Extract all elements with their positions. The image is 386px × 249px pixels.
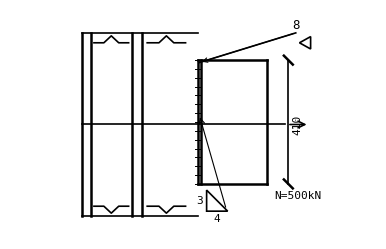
Text: 4: 4 bbox=[214, 214, 220, 224]
Text: N=500kN: N=500kN bbox=[275, 191, 322, 201]
Text: 3: 3 bbox=[196, 196, 203, 206]
Text: 8: 8 bbox=[292, 19, 300, 32]
Text: 410: 410 bbox=[292, 114, 302, 135]
